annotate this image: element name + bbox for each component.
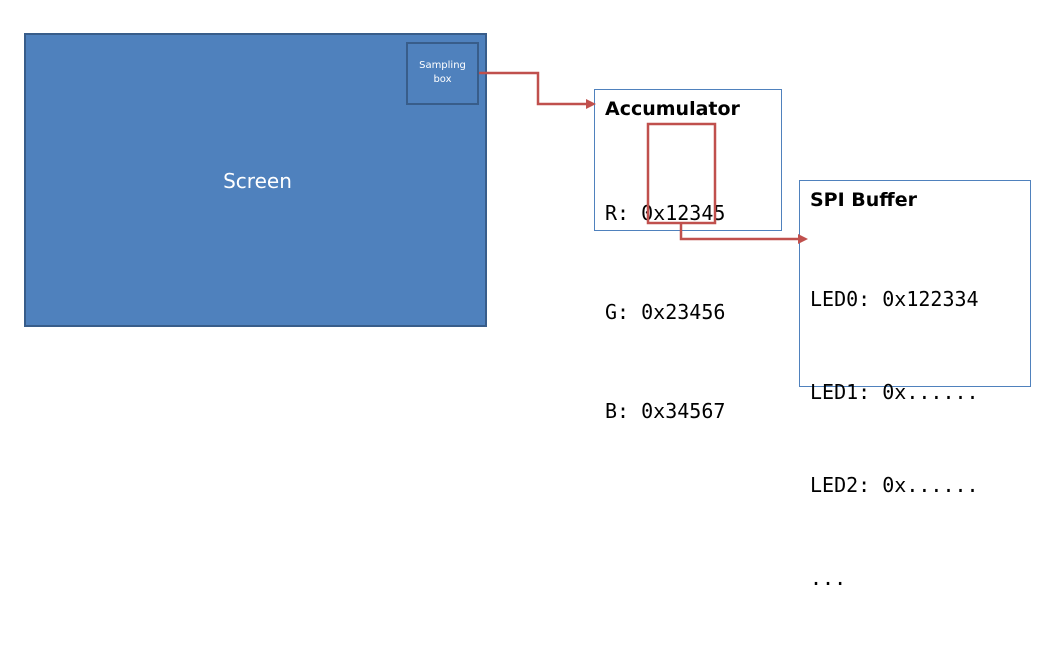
spi-buffer-lines: LED0: 0x122334 LED1: 0x...... LED2: 0x..… [810,222,979,656]
spi-buffer-panel: SPI Buffer LED0: 0x122334 LED1: 0x......… [799,180,1031,590]
spi-buffer-title: SPI Buffer [810,189,917,211]
sampling-box: Sampling box [406,42,479,105]
accumulator-line-r: R: 0x12345 [605,201,726,225]
sampling-box-label: Sampling box [419,60,466,85]
sampling-to-accumulator-arrow [479,71,596,109]
accumulator-lines: R: 0x12345 G: 0x23456 B: 0x34567 [605,131,725,494]
spi-buffer-line-led1: LED1: 0x...... [810,380,979,404]
spi-buffer-line-led2: LED2: 0x...... [810,473,979,497]
spi-buffer-line-led0: LED0: 0x122334 [810,287,979,311]
accumulator-title: Accumulator [605,98,740,120]
screen-label: Screen [223,169,292,193]
accumulator-line-g: G: 0x23456 [605,300,726,324]
accumulator-panel: Accumulator R: 0x12345 G: 0x23456 B: 0x3… [594,89,782,423]
spi-buffer-line-ellipsis: ... [810,566,847,590]
